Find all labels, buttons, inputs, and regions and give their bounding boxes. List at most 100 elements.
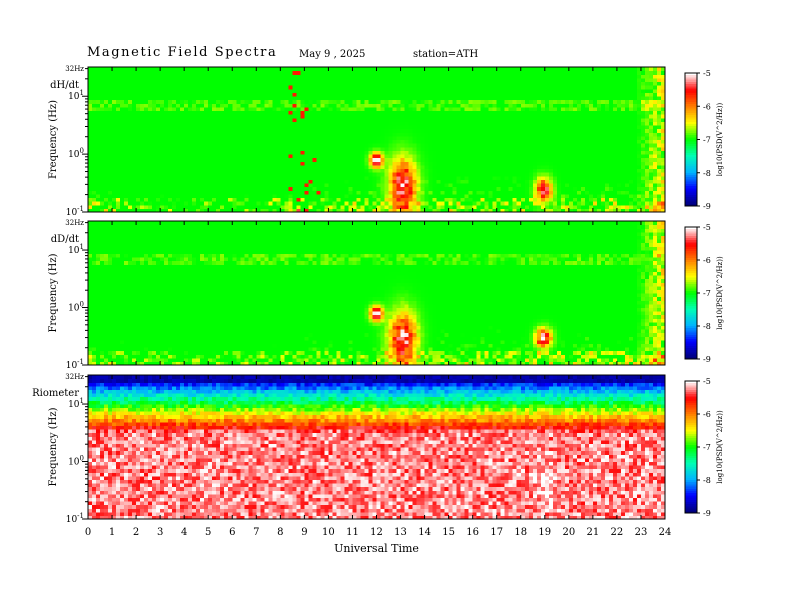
spectrogram-cell (272, 128, 277, 133)
spectrogram-cell (348, 172, 354, 177)
spectrogram-cell (356, 88, 362, 93)
spectrogram-cell (500, 110, 506, 115)
spectrogram-cell (392, 125, 398, 130)
spectrogram-cell (336, 208, 342, 213)
spectrogram-cell (136, 74, 141, 79)
spectrogram-cell (208, 85, 213, 90)
spectrogram-cell (344, 193, 350, 199)
spectrogram-cell (468, 110, 474, 115)
spectrogram-cell (344, 81, 350, 86)
spectrogram-cell (116, 128, 121, 133)
spectrogram-cell (332, 201, 338, 206)
spectrogram-cell (228, 67, 233, 72)
spectrogram-cell (368, 106, 374, 112)
spectrogram-cell (192, 186, 197, 191)
spectrogram-cell (440, 172, 446, 177)
spectrogram-cell (144, 81, 149, 86)
spectrogram-cell (284, 161, 289, 166)
spectrogram-cell (228, 161, 233, 166)
spectrogram-cell (192, 190, 197, 195)
spectrogram-cell (328, 135, 334, 141)
spectrogram-cell (184, 146, 189, 151)
spectrogram-cell (356, 81, 362, 86)
spectrogram-cell (580, 193, 586, 199)
spectrogram-cell (136, 70, 141, 75)
spectrogram-cell (288, 92, 293, 97)
spectrogram-cell (572, 77, 578, 83)
spectrogram-cell (428, 154, 434, 159)
spectrogram-cell (508, 146, 514, 151)
spectrogram-cell (292, 70, 297, 75)
spectrogram-cell (392, 114, 398, 119)
spectrogram-cell (116, 186, 121, 191)
spectrogram-cell (488, 186, 494, 191)
spectrogram-cell (140, 70, 145, 75)
spectrogram-cell (280, 132, 285, 137)
spectrogram-cell (272, 146, 277, 151)
spectrogram-cell (272, 81, 277, 86)
spectrogram-cell (468, 135, 474, 141)
spectrogram-cell (488, 117, 494, 122)
spectrogram-cell (384, 114, 390, 119)
spectrogram-cell (88, 103, 93, 108)
spectrogram-cell (132, 179, 137, 184)
spectrogram-cell (224, 88, 229, 93)
spectrogram-cell (240, 179, 245, 184)
spectrogram-cell (236, 172, 241, 177)
spectrogram-cell (364, 197, 370, 202)
spectrogram-cell (280, 150, 285, 155)
spectrogram-cell (96, 81, 101, 86)
spectrogram-cell (580, 175, 586, 180)
spectrogram-cell (352, 157, 358, 162)
spectrogram-cell (160, 197, 165, 202)
spectrogram-cell (268, 150, 273, 155)
spectrogram-cell (504, 70, 510, 75)
spectrogram-cell (340, 67, 346, 72)
spectrogram-cell (440, 92, 446, 97)
spectrogram-cell (188, 164, 193, 170)
spectrogram-cell (196, 168, 201, 173)
spectrogram-cell (284, 168, 289, 173)
spectrogram-cell (240, 204, 245, 209)
spectrogram-cell (372, 125, 378, 130)
spectrogram-cell (112, 74, 117, 79)
spectrogram-cell (468, 157, 474, 162)
spectrogram-cell (92, 125, 97, 130)
spectrogram-cell (296, 81, 301, 86)
spectrogram-cell (128, 208, 133, 213)
spectrogram-cell (348, 125, 354, 130)
spectrogram-cell (440, 175, 446, 180)
spectrogram-cell (276, 190, 281, 195)
spectrogram-cell (100, 186, 105, 191)
spectrogram-cell (148, 186, 153, 191)
spectrogram-cell (108, 70, 113, 75)
spectrogram-cell (88, 106, 93, 112)
spectrogram-cell (272, 143, 277, 148)
spectrogram-cell (296, 204, 301, 209)
spectrogram-cell (212, 183, 217, 188)
spectrogram-cell (296, 132, 301, 137)
spectrogram-cell (104, 99, 109, 104)
spectrogram-cell (252, 164, 257, 170)
spectrogram-cell (312, 106, 317, 112)
spectrogram-cell (408, 135, 414, 141)
spectrogram-cell (560, 67, 566, 72)
spectrogram-cell (148, 81, 153, 86)
spectrogram-cell (360, 132, 366, 137)
spectrogram-cell (340, 117, 346, 122)
spectrogram-cell (360, 190, 366, 195)
spectrogram-cell (216, 190, 221, 195)
spectrogram-cell (88, 161, 93, 166)
spectrogram-cell (548, 161, 554, 166)
spectrogram-cell (436, 150, 442, 155)
spectrogram-cell (420, 201, 426, 206)
spectrogram-cell (484, 172, 490, 177)
spectrogram-cell (264, 81, 269, 86)
spectrogram-cell (280, 154, 285, 159)
spectrogram-cell (400, 77, 406, 83)
spectrogram-cell (344, 183, 350, 188)
spectrogram-cell (128, 67, 133, 72)
spectrogram-cell (444, 114, 450, 119)
spectrogram-cell (456, 150, 462, 155)
spectrogram-cell (348, 164, 354, 170)
